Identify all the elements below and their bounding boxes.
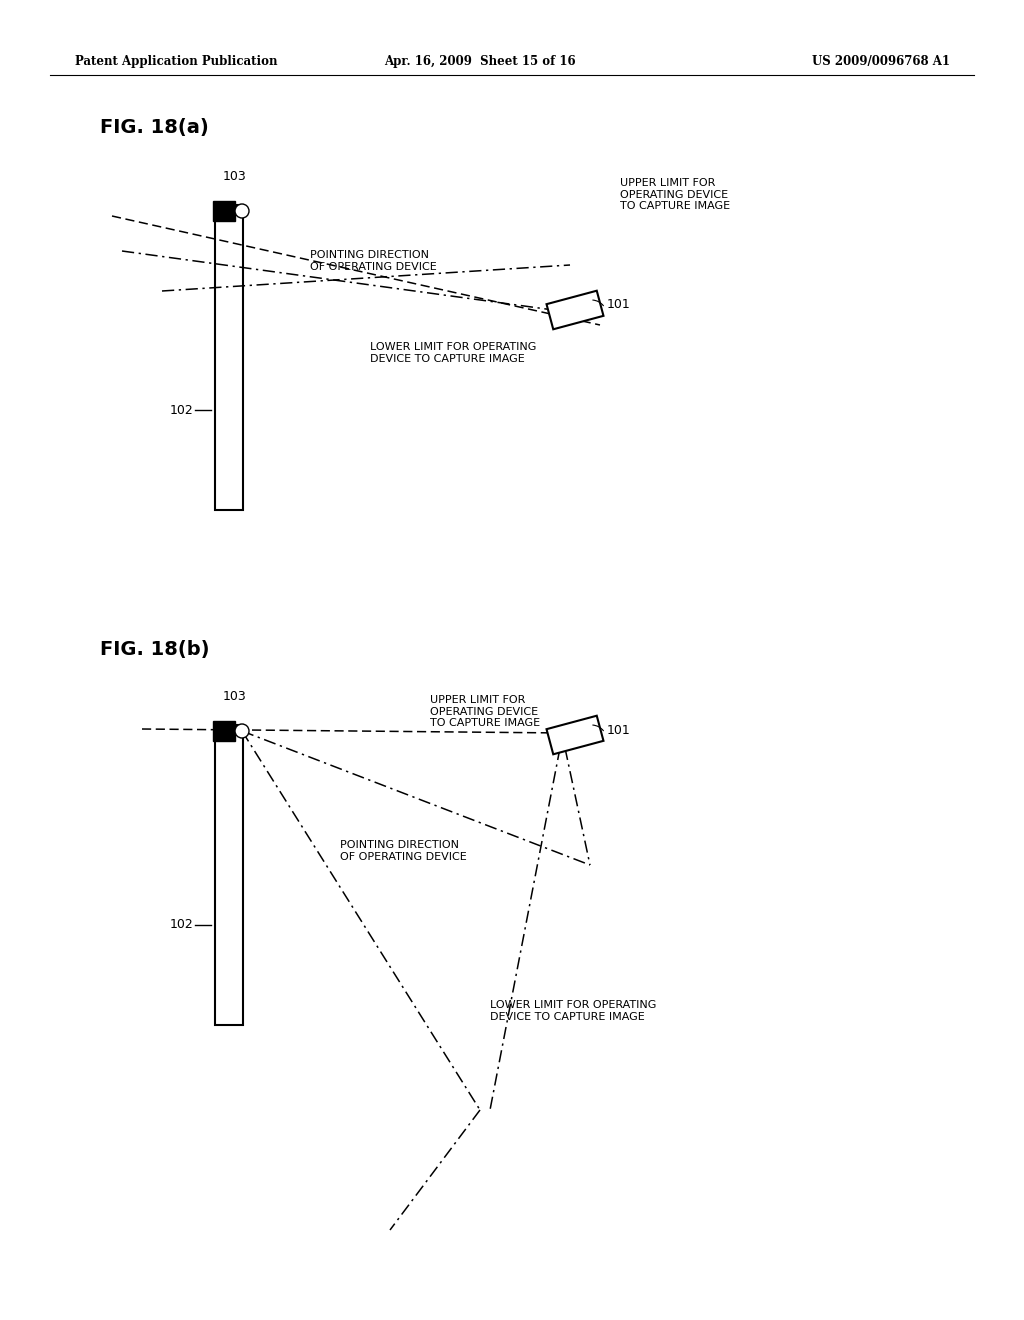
Text: FIG. 18(b): FIG. 18(b): [100, 640, 210, 659]
Text: 101: 101: [607, 298, 631, 312]
Text: 102: 102: [169, 919, 193, 932]
Bar: [213, 721, 234, 741]
Polygon shape: [547, 290, 603, 329]
Circle shape: [234, 723, 249, 738]
Text: 102: 102: [169, 404, 193, 417]
Text: 101: 101: [607, 723, 631, 737]
Text: UPPER LIMIT FOR
OPERATING DEVICE
TO CAPTURE IMAGE: UPPER LIMIT FOR OPERATING DEVICE TO CAPT…: [620, 178, 730, 211]
Text: 103: 103: [223, 170, 247, 183]
Text: Apr. 16, 2009  Sheet 15 of 16: Apr. 16, 2009 Sheet 15 of 16: [384, 55, 575, 69]
Text: LOWER LIMIT FOR OPERATING
DEVICE TO CAPTURE IMAGE: LOWER LIMIT FOR OPERATING DEVICE TO CAPT…: [490, 1001, 656, 1022]
Polygon shape: [547, 715, 603, 754]
Bar: [213, 201, 234, 220]
Text: FIG. 18(a): FIG. 18(a): [100, 117, 209, 137]
Bar: [215, 725, 243, 1026]
Circle shape: [234, 205, 249, 218]
Text: POINTING DIRECTION
OF OPERATING DEVICE: POINTING DIRECTION OF OPERATING DEVICE: [310, 249, 437, 272]
Text: UPPER LIMIT FOR
OPERATING DEVICE
TO CAPTURE IMAGE: UPPER LIMIT FOR OPERATING DEVICE TO CAPT…: [430, 696, 540, 729]
Text: US 2009/0096768 A1: US 2009/0096768 A1: [812, 55, 950, 69]
Text: Patent Application Publication: Patent Application Publication: [75, 55, 278, 69]
Bar: [215, 205, 243, 510]
Text: 103: 103: [223, 690, 247, 704]
Text: LOWER LIMIT FOR OPERATING
DEVICE TO CAPTURE IMAGE: LOWER LIMIT FOR OPERATING DEVICE TO CAPT…: [370, 342, 537, 363]
Text: POINTING DIRECTION
OF OPERATING DEVICE: POINTING DIRECTION OF OPERATING DEVICE: [340, 840, 467, 862]
